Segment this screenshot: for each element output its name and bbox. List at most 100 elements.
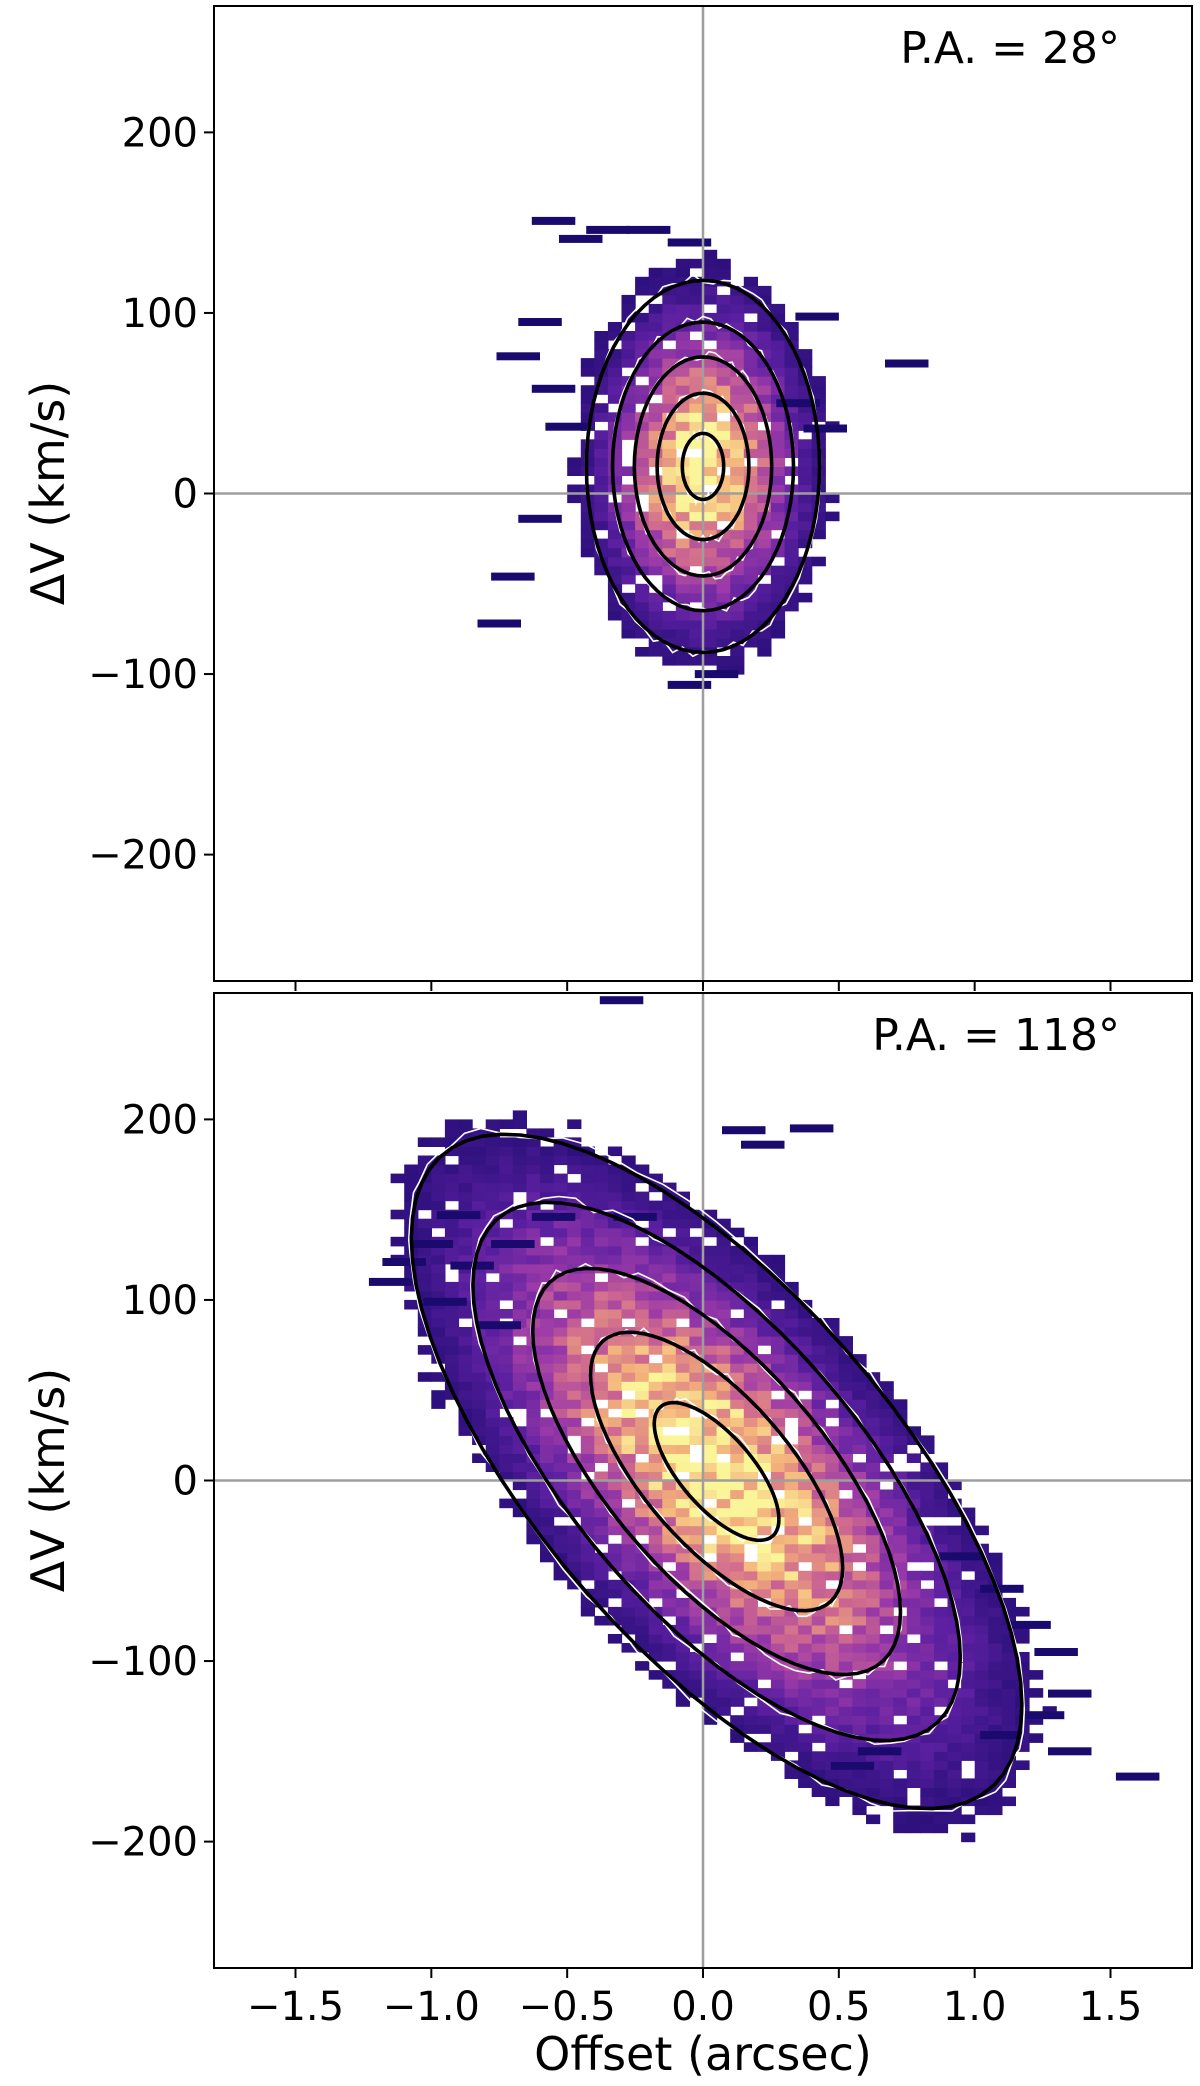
heatmap-cell	[540, 1299, 555, 1310]
heatmap-cell	[933, 1688, 949, 1698]
heatmap-cell	[567, 1390, 582, 1400]
heatmap-cell	[716, 1652, 731, 1662]
heatmap-cell	[580, 1480, 595, 1491]
heatmap-cell	[866, 1462, 881, 1472]
heatmap-cell	[689, 394, 704, 404]
heatmap-cell	[675, 1354, 690, 1364]
heatmap-cell	[825, 1733, 840, 1743]
heatmap-cell	[553, 1570, 568, 1581]
heatmap-cell	[770, 1281, 786, 1292]
heatmap-cell	[784, 1345, 799, 1355]
heatmap-cell	[621, 1606, 636, 1617]
heatmap-cell	[730, 610, 745, 621]
heatmap-cell	[703, 610, 718, 621]
heatmap-cell	[716, 1245, 731, 1256]
heatmap-cell	[621, 1570, 636, 1581]
heatmap-cell	[716, 376, 731, 386]
heatmap-cell	[621, 1426, 636, 1436]
heatmap-cell	[730, 1363, 745, 1373]
heatmap-cell	[662, 376, 677, 386]
heatmap-cell	[553, 1227, 568, 1238]
heatmap-cell	[716, 1561, 731, 1572]
heatmap-cell	[621, 1597, 636, 1608]
heatmap-cell	[567, 1471, 582, 1482]
heatmap-cell	[703, 294, 718, 305]
heatmap-cell	[662, 1498, 677, 1509]
heatmap-cell	[703, 1336, 718, 1346]
heatmap-cell	[893, 1706, 908, 1716]
heatmap-cell	[784, 331, 799, 341]
heatmap-cell	[553, 1534, 568, 1545]
heatmap-cell	[730, 340, 745, 350]
heatmap-cell	[444, 1336, 460, 1346]
heatmap-cell	[580, 358, 595, 368]
heatmap-cell	[811, 520, 826, 531]
heatmap-cell	[689, 1426, 704, 1436]
heatmap-cell	[798, 1588, 813, 1599]
heatmap-cell	[607, 1363, 623, 1373]
heatmap-cell	[594, 1182, 609, 1193]
heatmap-cell	[784, 538, 799, 549]
heatmap-cell	[893, 1579, 908, 1590]
heatmap-cell	[485, 1336, 500, 1346]
heatmap-cell	[784, 1480, 799, 1491]
heatmap-cell	[1015, 1606, 1030, 1617]
heatmap-cell	[811, 1534, 826, 1545]
heatmap-cell	[811, 376, 826, 386]
heatmap-cell	[689, 1327, 704, 1337]
heatmap-cell	[675, 412, 690, 422]
heatmap-cell	[675, 511, 690, 522]
heatmap-cell	[716, 1606, 731, 1617]
heatmap-cell	[852, 1778, 867, 1788]
heatmap-cell	[798, 1399, 813, 1409]
heatmap-cell	[716, 349, 731, 359]
heatmap-cell	[974, 1787, 989, 1797]
heatmap-cell	[648, 511, 663, 522]
heatmap-cell	[811, 1760, 826, 1770]
heatmap-cell	[526, 1390, 541, 1400]
heatmap-cell	[838, 1444, 853, 1454]
heatmap-cell	[743, 1525, 758, 1536]
heatmap-cell	[933, 1507, 949, 1518]
heatmap-cell	[689, 1516, 704, 1527]
heatmap-cell	[675, 1444, 690, 1454]
heatmap-cell	[811, 1634, 826, 1644]
heatmap-cell	[811, 403, 826, 413]
heatmap-cell	[866, 1715, 881, 1725]
heatmap-cell	[675, 1525, 690, 1536]
heatmap-cell	[635, 628, 650, 639]
heatmap-cell	[485, 1173, 500, 1184]
heatmap-cell	[757, 583, 772, 594]
heatmap-cell	[580, 1182, 595, 1193]
heatmap-cell	[553, 1272, 568, 1283]
heatmap-cell	[743, 1290, 758, 1301]
heatmap-cell	[743, 1480, 758, 1491]
heatmap-cell	[648, 628, 663, 639]
heatmap-cell	[567, 1507, 582, 1518]
heatmap-cell	[458, 1309, 473, 1319]
heatmap-cell	[607, 1453, 623, 1463]
heatmap-cell	[1001, 1652, 1016, 1662]
heatmap-cell	[689, 1281, 704, 1292]
heatmap-cell	[635, 349, 650, 359]
heatmap-cell	[417, 1281, 432, 1292]
heatmap-cell	[703, 520, 718, 531]
heatmap-cell	[540, 1155, 555, 1166]
heatmap-cell	[757, 1489, 772, 1500]
heatmap-cell	[662, 285, 677, 296]
heatmap-cell	[594, 1453, 609, 1463]
heatmap-cell	[703, 592, 718, 603]
heatmap-cell	[798, 349, 813, 359]
heatmap-cell	[431, 1137, 446, 1147]
heatmap-cell	[974, 1715, 989, 1725]
heatmap-cell	[838, 1652, 853, 1662]
heatmap-cell	[730, 1534, 745, 1545]
heatmap-cell	[743, 367, 758, 377]
heatmap-cell	[716, 538, 731, 549]
heatmap-cell	[703, 349, 718, 359]
heatmap-cell	[852, 1354, 867, 1364]
heatmap-cell	[743, 1516, 758, 1527]
heatmap-cell	[933, 1796, 949, 1807]
heatmap-cell	[580, 1254, 595, 1265]
heatmap-cell	[906, 1552, 921, 1563]
